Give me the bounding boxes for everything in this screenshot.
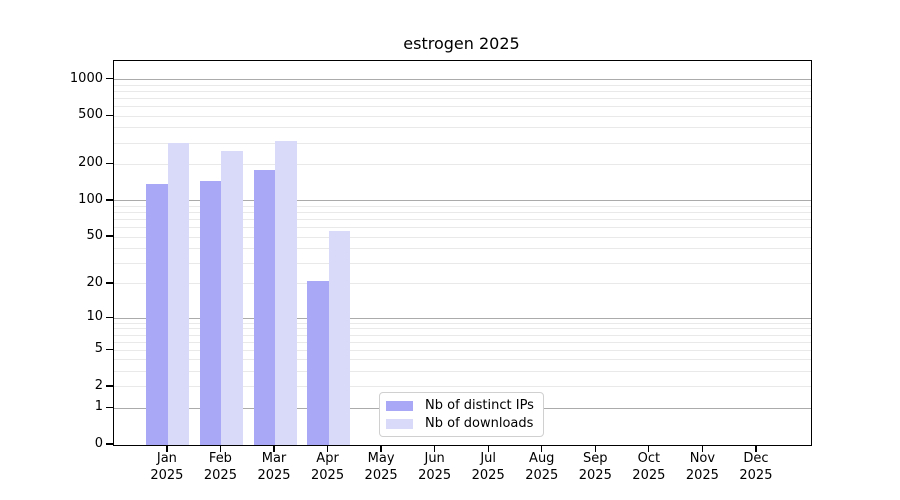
gridline-7	[114, 334, 811, 336]
y-tick-label-5: 5	[94, 341, 103, 357]
gridline-90	[114, 205, 811, 207]
gridline-400	[114, 127, 811, 129]
y-tick-mark-20	[106, 282, 113, 284]
gridline-600	[114, 106, 811, 108]
legend-label-downloads: Nb of downloads	[425, 416, 534, 431]
gridline-10	[114, 317, 811, 319]
x-tick-mark-may	[380, 445, 382, 452]
gridline-20	[114, 283, 811, 285]
x-tick-mark-nov	[701, 445, 704, 452]
legend-swatch-distinct-ips	[386, 400, 413, 412]
x-tick-label-feb: Feb 2025	[203, 451, 237, 483]
y-tick-label-100: 100	[78, 191, 103, 207]
bar-distinct-ips-feb	[199, 180, 222, 445]
y-tick-mark-100	[106, 199, 113, 201]
bar-downloads-feb	[221, 150, 243, 445]
x-tick-mark-aug	[541, 445, 543, 452]
gridline-8	[114, 328, 811, 330]
x-tick-label-sep: Sep 2025	[578, 451, 612, 483]
bar-distinct-ips-mar	[253, 169, 275, 445]
y-tick-mark-1000	[106, 77, 113, 80]
y-tick-label-50: 50	[86, 228, 103, 244]
gridline-3	[114, 371, 811, 373]
gridline-800	[114, 90, 811, 92]
x-tick-label-aug: Aug 2025	[525, 451, 559, 483]
x-tick-mark-dec	[755, 445, 757, 452]
gridline-30	[114, 262, 811, 264]
legend-swatch-downloads	[386, 418, 413, 430]
legend: Nb of distinct IPs Nb of downloads	[379, 392, 544, 437]
x-tick-label-dec: Dec 2025	[739, 451, 773, 483]
x-tick-label-jun: Jun 2025	[418, 451, 452, 483]
chart-title: estrogen 2025	[403, 34, 520, 53]
x-tick-mark-jul	[487, 445, 489, 452]
y-tick-label-0: 0	[94, 436, 103, 451]
gridline-700	[114, 97, 811, 99]
y-tick-label-200: 200	[78, 155, 103, 171]
bar-downloads-apr	[328, 231, 351, 445]
gridline-900	[114, 84, 811, 86]
gridline-200	[114, 163, 811, 165]
x-tick-mark-oct	[648, 445, 650, 452]
x-tick-mark-mar	[273, 445, 275, 452]
x-tick-label-may: May 2025	[364, 451, 398, 483]
x-tick-mark-apr	[326, 445, 329, 452]
x-tick-mark-jan	[166, 445, 168, 452]
y-tick-mark-10	[106, 316, 113, 318]
y-tick-label-20: 20	[86, 274, 103, 290]
y-tick-mark-500	[106, 114, 113, 116]
bar-downloads-jan	[167, 143, 190, 445]
gridline-40	[114, 248, 811, 250]
gridline-300	[114, 142, 811, 144]
gridline-5	[114, 349, 811, 351]
x-tick-label-jan: Jan 2025	[150, 451, 184, 483]
bar-distinct-ips-jan	[146, 184, 168, 445]
plot-area	[113, 60, 812, 446]
x-tick-mark-jun	[434, 445, 436, 452]
x-tick-label-jul: Jul 2025	[471, 451, 505, 483]
y-tick-label-500: 500	[78, 107, 103, 123]
gridline-500	[114, 115, 811, 117]
legend-row-distinct-ips: Nb of distinct IPs	[386, 397, 535, 415]
y-tick-label-2: 2	[94, 377, 103, 393]
gridline-4	[114, 359, 811, 361]
legend-row-downloads: Nb of downloads	[386, 415, 535, 433]
gridline-60	[114, 227, 811, 229]
y-tick-mark-50	[106, 235, 113, 237]
bar-distinct-ips-apr	[307, 281, 329, 445]
y-tick-label-10: 10	[86, 309, 103, 325]
y-tick-mark-200	[106, 162, 113, 165]
y-tick-label-1000: 1000	[69, 70, 103, 86]
bar-downloads-mar	[275, 140, 297, 445]
y-tick-mark-5	[106, 348, 113, 350]
x-tick-mark-feb	[219, 445, 222, 452]
y-tick-mark-0	[106, 443, 113, 445]
gridline-50	[114, 236, 811, 238]
x-tick-label-oct: Oct 2025	[632, 451, 666, 483]
y-tick-mark-2	[106, 385, 113, 387]
gridline-100	[114, 200, 811, 202]
gridline-70	[114, 219, 811, 221]
x-tick-label-nov: Nov 2025	[685, 451, 719, 483]
gridline-80	[114, 212, 811, 214]
x-tick-label-mar: Mar 2025	[257, 451, 291, 483]
gridline-6	[114, 341, 811, 343]
x-tick-mark-sep	[594, 445, 596, 452]
gridline-2	[114, 386, 811, 388]
gridline-1000	[114, 79, 811, 81]
gridline-9	[114, 322, 811, 324]
y-tick-mark-1	[106, 406, 113, 408]
legend-label-distinct-ips: Nb of distinct IPs	[425, 398, 534, 413]
x-tick-label-apr: Apr 2025	[311, 451, 345, 483]
y-tick-label-1: 1	[94, 399, 103, 415]
